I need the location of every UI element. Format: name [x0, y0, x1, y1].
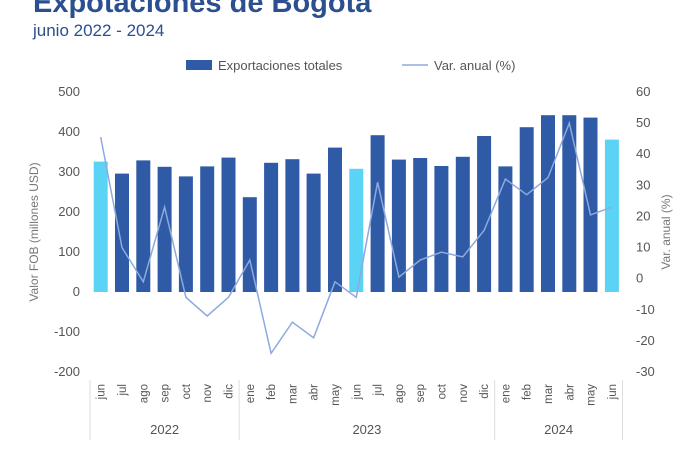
- left-tick-4: 100: [58, 244, 80, 259]
- month-label-5: nov: [202, 384, 214, 403]
- legend-bar-label: Exportaciones totales: [218, 58, 343, 73]
- month-label-13: jul: [373, 384, 385, 397]
- bar-ago-2: [136, 160, 151, 292]
- legend-line-label: Var. anual (%): [434, 58, 515, 73]
- x-axis-month-labels: jun jul ago sep oct nov dic ene feb mar abr may jun j…: [96, 383, 619, 406]
- right-tick-9: -30: [636, 364, 655, 379]
- year-label-2023: 2023: [352, 422, 381, 437]
- right-tick-2: 40: [636, 146, 650, 161]
- month-label-23: may: [586, 384, 598, 406]
- bar-sep-15: [413, 158, 428, 292]
- month-label-0: jun: [96, 384, 108, 400]
- bar-feb-8: [264, 162, 279, 292]
- left-axis-ticks: 500 400 300 200 100 0 -100 -200: [54, 84, 80, 379]
- bar-jun-0: [93, 161, 108, 292]
- right-axis-ticks: 60 50 40 30 20 10 0 -10 -20 -30: [636, 84, 655, 379]
- var-anual-line: [99, 120, 613, 356]
- bar-oct-4: [178, 176, 193, 292]
- left-tick-1: 400: [58, 124, 80, 139]
- y-axis-label: Valor FOB (millones USD): [27, 162, 41, 301]
- right-tick-1: 50: [636, 115, 650, 130]
- month-label-11: may: [330, 384, 342, 406]
- month-label-4: oct: [181, 383, 193, 399]
- bar-mar-21: [541, 115, 555, 292]
- month-label-14: ago: [394, 384, 406, 403]
- month-label-17: nov: [458, 384, 470, 403]
- bar-jun-24: [604, 139, 619, 292]
- year-label-2024: 2024: [544, 422, 573, 437]
- legend-bar-swatch: [186, 60, 212, 70]
- bar-may-23: [583, 117, 598, 292]
- month-label-22: abr: [564, 384, 576, 401]
- left-tick-2: 300: [58, 164, 80, 179]
- month-label-2: ago: [138, 384, 150, 403]
- month-label-24: jun: [607, 384, 619, 400]
- bar-may-11: [328, 147, 342, 292]
- x-axis-year-labels: 2022 2023 2024: [150, 422, 573, 437]
- bar-abr-22: [562, 115, 577, 292]
- month-label-7: ene: [245, 384, 257, 403]
- month-label-8: feb: [266, 384, 278, 400]
- year-label-2022: 2022: [150, 422, 179, 437]
- left-tick-6: -100: [54, 324, 80, 339]
- bar-nov-5: [200, 166, 215, 292]
- left-tick-3: 200: [58, 204, 80, 219]
- bar-abr-10: [306, 173, 321, 292]
- chart-subtitle: junio 2022 - 2024: [33, 21, 165, 40]
- grid-lines: [89, 380, 623, 440]
- month-label-18: dic: [479, 384, 491, 399]
- right-tick-8: -20: [636, 333, 655, 348]
- left-tick-7: -200: [54, 364, 80, 379]
- month-label-19: ene: [500, 384, 512, 403]
- bar-feb-20: [519, 127, 534, 292]
- right-tick-6: 0: [636, 271, 643, 286]
- left-tick-0: 500: [58, 84, 80, 99]
- month-label-20: feb: [522, 384, 534, 400]
- bar-dic-6: [221, 157, 236, 292]
- month-label-15: sep: [415, 384, 427, 403]
- chart-title: Expotaciones de Bogota: [33, 0, 372, 19]
- bar-ago-14: [391, 159, 406, 292]
- month-label-6: dic: [224, 384, 236, 399]
- month-label-16: oct: [436, 383, 448, 399]
- left-tick-5: 0: [73, 284, 80, 299]
- bar-oct-16: [434, 166, 449, 292]
- bar-series: [93, 115, 619, 292]
- month-label-1: jul: [117, 384, 129, 397]
- month-label-3: sep: [160, 384, 172, 403]
- right-tick-5: 10: [636, 240, 650, 255]
- month-label-10: abr: [309, 384, 321, 401]
- month-label-12: jun: [351, 384, 363, 400]
- bar-sep-3: [157, 166, 172, 292]
- bar-nov-17: [455, 156, 470, 292]
- right-tick-4: 20: [636, 208, 650, 223]
- month-label-9: mar: [287, 384, 299, 404]
- right-tick-7: -10: [636, 302, 655, 317]
- month-label-21: mar: [543, 384, 555, 404]
- right-tick-0: 60: [636, 84, 650, 99]
- bar-dic-18: [477, 136, 492, 292]
- bar-jul-13: [370, 135, 385, 292]
- bar-jul-1: [115, 173, 129, 292]
- bar-mar-9: [285, 159, 300, 292]
- bar-ene-7: [242, 197, 257, 292]
- bar-ene-19: [498, 166, 513, 292]
- legend: Exportaciones totales Var. anual (%): [186, 58, 515, 73]
- right-tick-3: 30: [636, 177, 650, 192]
- bar-jun-12: [349, 168, 364, 292]
- y2-axis-label: Var. anual (%): [659, 194, 673, 269]
